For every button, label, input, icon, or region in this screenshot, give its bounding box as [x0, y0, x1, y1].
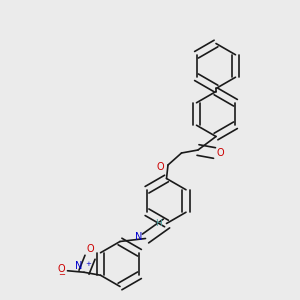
Text: N: N	[75, 261, 82, 271]
Text: O: O	[87, 244, 94, 254]
Text: +: +	[85, 261, 91, 267]
Text: O: O	[217, 148, 224, 158]
Text: O: O	[157, 161, 164, 172]
Text: −: −	[58, 270, 65, 279]
Text: H: H	[156, 219, 162, 228]
Text: N: N	[134, 232, 142, 242]
Text: O: O	[58, 264, 65, 274]
